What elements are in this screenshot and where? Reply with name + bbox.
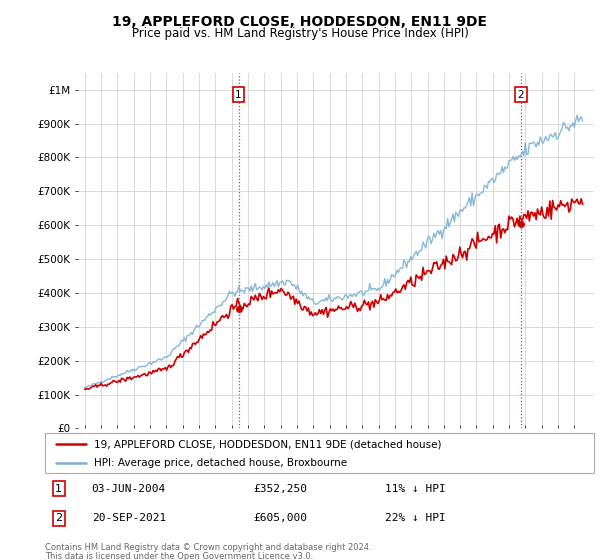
Text: 2: 2: [518, 90, 524, 100]
Text: 1: 1: [235, 90, 242, 100]
Text: £605,000: £605,000: [254, 514, 308, 524]
Text: 19, APPLEFORD CLOSE, HODDESDON, EN11 9DE (detached house): 19, APPLEFORD CLOSE, HODDESDON, EN11 9DE…: [94, 439, 442, 449]
Text: HPI: Average price, detached house, Broxbourne: HPI: Average price, detached house, Brox…: [94, 458, 347, 468]
Text: 22% ↓ HPI: 22% ↓ HPI: [385, 514, 446, 524]
Text: This data is licensed under the Open Government Licence v3.0.: This data is licensed under the Open Gov…: [45, 552, 313, 560]
Text: 20-SEP-2021: 20-SEP-2021: [92, 514, 166, 524]
Text: Price paid vs. HM Land Registry's House Price Index (HPI): Price paid vs. HM Land Registry's House …: [131, 27, 469, 40]
Text: 11% ↓ HPI: 11% ↓ HPI: [385, 484, 446, 494]
Text: 1: 1: [55, 484, 62, 494]
Text: 19, APPLEFORD CLOSE, HODDESDON, EN11 9DE: 19, APPLEFORD CLOSE, HODDESDON, EN11 9DE: [113, 15, 487, 29]
Text: 2: 2: [55, 514, 62, 524]
Text: £352,250: £352,250: [254, 484, 308, 494]
Text: Contains HM Land Registry data © Crown copyright and database right 2024.: Contains HM Land Registry data © Crown c…: [45, 543, 371, 552]
FancyBboxPatch shape: [45, 433, 594, 473]
Text: 03-JUN-2004: 03-JUN-2004: [92, 484, 166, 494]
